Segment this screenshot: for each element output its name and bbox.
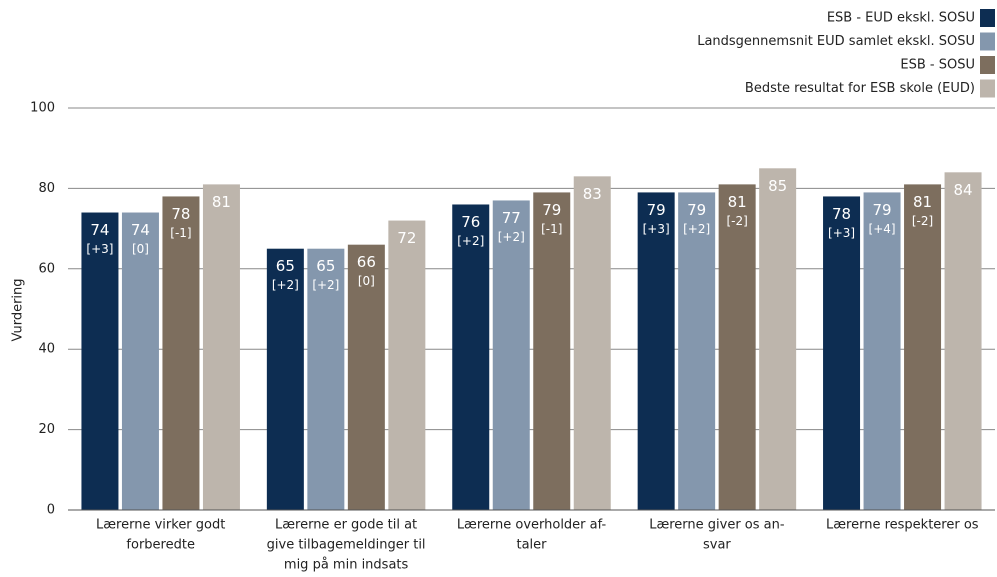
- legend-swatch: [980, 9, 995, 27]
- legend-label: ESB - EUD ekskl. SOSU: [827, 11, 975, 26]
- legend-label: Bedste resultat for ESB skole (EUD): [745, 81, 975, 96]
- change-label: [+2]: [683, 222, 710, 236]
- x-tick-label: taler: [516, 538, 547, 553]
- bar: [266, 248, 304, 510]
- bar: [202, 184, 240, 510]
- change-label: [+3]: [828, 226, 855, 240]
- y-tick-label: 60: [38, 261, 55, 276]
- bar: [573, 176, 611, 510]
- change-label: [+4]: [869, 222, 896, 236]
- data-label: 81: [913, 193, 932, 211]
- change-label: [0]: [132, 242, 149, 256]
- change-label: [+2]: [312, 278, 339, 292]
- legend-label: Landsgennemsnit EUD samlet ekskl. SOSU: [697, 34, 975, 49]
- y-tick-label: 40: [38, 342, 55, 357]
- y-axis-label: Vurdering: [11, 278, 26, 341]
- data-label: 74: [131, 221, 150, 239]
- y-tick-label: 0: [47, 503, 55, 518]
- x-tick-label: svar: [703, 538, 731, 553]
- bar: [162, 196, 200, 510]
- legend-swatch: [980, 32, 995, 51]
- data-label: 79: [873, 201, 892, 219]
- x-tick-label: Lærerne virker godt: [96, 518, 225, 533]
- data-label: 79: [687, 201, 706, 219]
- change-label: [-2]: [726, 214, 747, 228]
- bar: [81, 212, 119, 510]
- bar: [347, 244, 385, 510]
- data-label: 79: [542, 201, 561, 219]
- x-tick-label: mig på min indsats: [284, 558, 409, 573]
- data-label: 77: [502, 209, 521, 227]
- bar: [759, 168, 797, 511]
- change-label: [+3]: [643, 222, 670, 236]
- x-tick-label: forberedte: [126, 538, 195, 553]
- bar: [863, 192, 901, 511]
- data-label: 66: [357, 253, 376, 271]
- x-tick-label: Lærerne overholder af-: [457, 518, 607, 533]
- change-label: [-1]: [170, 226, 191, 240]
- bar: [823, 196, 861, 510]
- bar: [388, 220, 426, 510]
- data-label: 65: [316, 257, 335, 275]
- bar: [944, 172, 982, 510]
- data-label: 78: [171, 205, 190, 223]
- data-label: 79: [647, 201, 666, 219]
- change-label: [0]: [358, 274, 375, 288]
- bar: [307, 248, 345, 510]
- change-label: [+2]: [457, 234, 484, 248]
- bar: [121, 212, 159, 510]
- change-label: [-1]: [541, 222, 562, 236]
- legend-label: ESB - SOSU: [900, 58, 975, 73]
- data-label: 74: [90, 221, 109, 239]
- x-tick-label: Lærerne respekterer os: [826, 518, 979, 533]
- data-label: 76: [461, 213, 480, 231]
- data-label: 72: [397, 229, 416, 247]
- x-tick-label: Lærerne giver os an-: [649, 518, 785, 533]
- change-label: [+2]: [498, 230, 525, 244]
- change-label: [+3]: [86, 242, 113, 256]
- bar: [678, 192, 716, 511]
- y-tick-label: 20: [38, 422, 55, 437]
- y-tick-label: 80: [38, 181, 55, 196]
- x-tick-label: give tilbagemeldinger til: [267, 538, 426, 553]
- bar: [718, 184, 756, 510]
- bar: [637, 192, 675, 511]
- legend-swatch: [980, 56, 995, 74]
- bar: [904, 184, 942, 510]
- legend-swatch: [980, 79, 995, 98]
- data-label: 83: [583, 185, 602, 203]
- bar: [533, 192, 571, 511]
- data-label: 65: [276, 257, 295, 275]
- change-label: [-2]: [912, 214, 933, 228]
- change-label: [+2]: [272, 278, 299, 292]
- bar: [492, 200, 530, 510]
- data-label: 78: [832, 205, 851, 223]
- x-tick-label: Lærerne er gode til at: [275, 518, 417, 533]
- data-label: 84: [954, 181, 973, 199]
- data-label: 81: [728, 193, 747, 211]
- data-label: 85: [768, 177, 787, 195]
- y-tick-label: 100: [30, 101, 55, 116]
- bar: [452, 204, 490, 511]
- data-label: 81: [212, 193, 231, 211]
